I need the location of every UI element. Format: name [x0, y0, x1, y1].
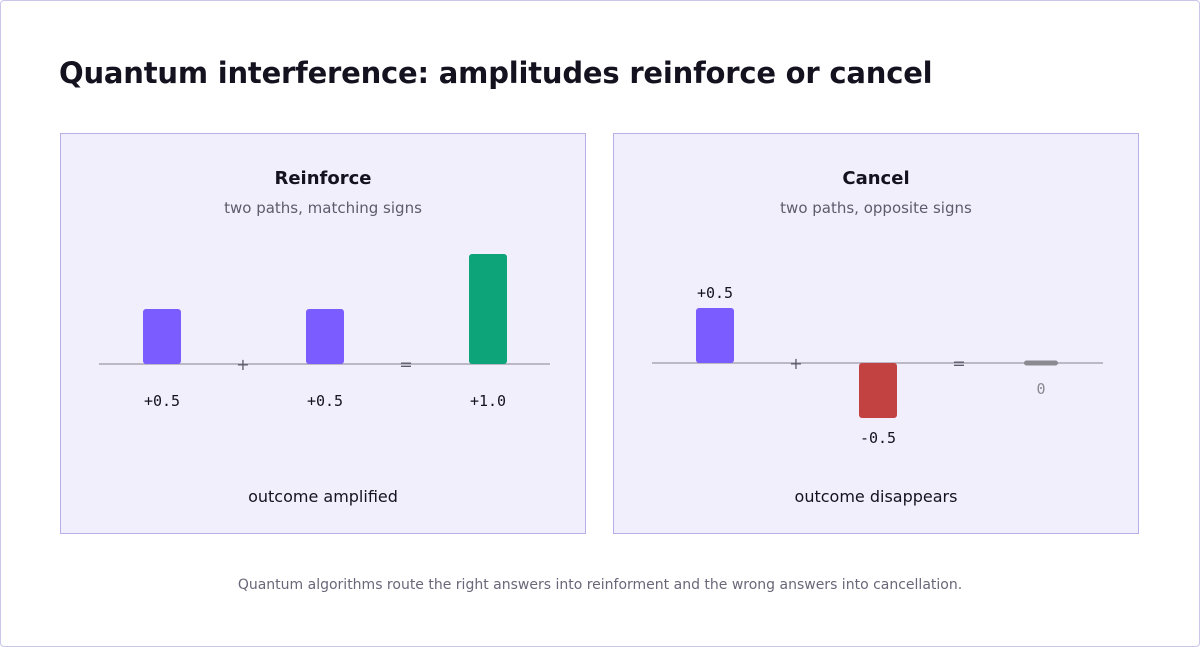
- cancel-label-path-2: -0.5: [860, 429, 896, 447]
- cancel-plus-operator: +: [789, 354, 802, 373]
- reinforce-label-result: +1.0: [470, 392, 506, 410]
- reinforce-bar-result: [469, 254, 507, 364]
- cancel-bar-path-1: [696, 308, 734, 363]
- figure-title: Quantum interference: amplitudes reinfor…: [59, 56, 933, 90]
- cancel-panel-subtitle: two paths, opposite signs: [780, 199, 972, 217]
- cancel-panel-footer: outcome disappears: [794, 487, 958, 506]
- cancel-equals-operator: =: [952, 354, 965, 373]
- reinforce-panel-footer: outcome amplified: [248, 487, 398, 506]
- cancel-label-path-1: +0.5: [697, 284, 733, 302]
- cancel-label-result: 0: [1036, 380, 1045, 398]
- cancel-plot: + = +0.5 -0.5 0: [652, 284, 1103, 447]
- reinforce-panel-title: Reinforce: [274, 168, 372, 189]
- cancel-panel: Cancel two paths, opposite signs + = +0.…: [613, 133, 1139, 534]
- reinforce-plot: + = +0.5 +0.5 +1.0: [99, 254, 550, 410]
- reinforce-plus-operator: +: [236, 355, 249, 374]
- reinforce-bar-path-1: [143, 309, 181, 364]
- reinforce-bar-path-2: [306, 309, 344, 364]
- reinforce-equals-operator: =: [399, 355, 412, 374]
- figure-caption: Quantum algorithms route the right answe…: [237, 577, 963, 593]
- cancel-panel-title: Cancel: [842, 168, 910, 189]
- reinforce-panel-subtitle: two paths, matching signs: [224, 199, 422, 217]
- reinforce-label-path-1: +0.5: [144, 392, 180, 410]
- cancel-bar-result: [1024, 360, 1058, 366]
- reinforce-panel: Reinforce two paths, matching signs + = …: [60, 133, 586, 534]
- reinforce-label-path-2: +0.5: [307, 392, 343, 410]
- cancel-bar-path-2: [859, 363, 897, 418]
